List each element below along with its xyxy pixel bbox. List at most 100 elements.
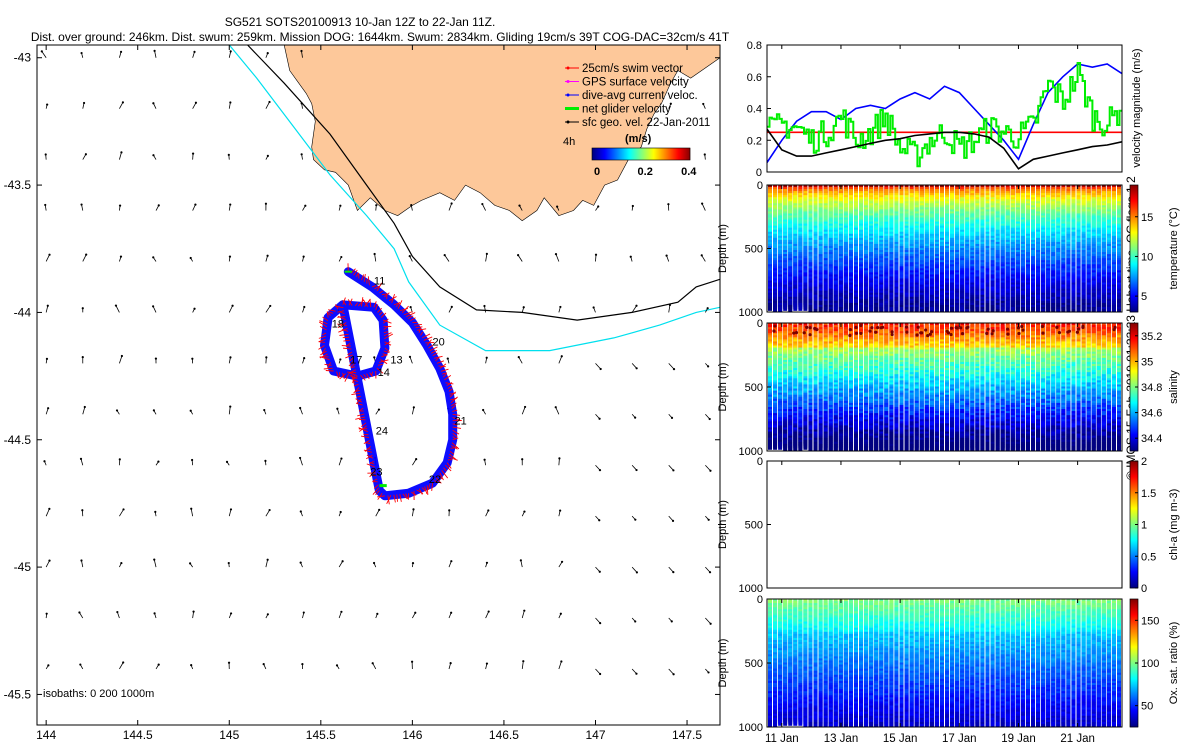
geo-velocity-arrow <box>82 254 87 262</box>
day-label: 23 <box>370 466 382 478</box>
swim-vector <box>363 449 372 453</box>
swim-vector <box>417 328 427 331</box>
swim-vector <box>327 362 331 368</box>
geo-velocity-arrowhead <box>414 611 417 614</box>
swim-vector <box>370 474 377 477</box>
geo-velocity-arrowhead <box>523 609 526 612</box>
geo-velocity-arrowhead <box>554 253 558 256</box>
geo-velocity-arrowhead <box>227 561 230 565</box>
swim-vector <box>391 293 396 303</box>
swim-vector <box>353 384 359 387</box>
geo-velocity-arrowhead <box>339 204 342 207</box>
geo-velocity-arrowhead <box>191 357 194 360</box>
profile-sample <box>828 308 833 312</box>
swim-vector <box>416 489 424 494</box>
map-colorbar-cell <box>673 148 675 160</box>
geo-velocity-arrowhead <box>450 305 453 308</box>
profile-sample <box>1091 306 1096 312</box>
map-x-tick-label: 147 <box>585 728 605 742</box>
map-colorbar-cell <box>655 148 657 160</box>
swim-vector <box>326 311 329 318</box>
geo-velocity-arrowhead <box>560 560 564 563</box>
geo-velocity-arrowhead <box>523 510 526 513</box>
swim-vector <box>365 442 371 444</box>
profile-sample <box>818 306 823 312</box>
geo-velocity-arrow <box>45 508 50 517</box>
swim-vector <box>380 359 388 365</box>
geo-velocity-arrow <box>701 255 706 262</box>
geo-velocity-arrowhead <box>336 407 339 410</box>
swim-vector <box>348 360 355 367</box>
geo-velocity-arrowhead <box>412 508 415 511</box>
map-colorbar-cell <box>663 148 665 160</box>
profile-sample <box>929 306 934 312</box>
map-colorbar-cell <box>668 148 670 160</box>
geo-velocity-arrow <box>152 306 157 313</box>
swim-vector <box>351 374 355 384</box>
geo-velocity-arrowhead <box>667 203 670 206</box>
swim-vector <box>381 293 388 296</box>
swim-vector <box>361 422 367 427</box>
geo-velocity-arrowhead <box>84 153 87 156</box>
map-colorbar-cell <box>641 148 643 160</box>
geo-velocity-arrow <box>299 457 303 466</box>
map-colorbar-cell <box>640 148 642 160</box>
geo-velocity-arrowhead <box>408 355 412 358</box>
map-colorbar-cell <box>600 148 602 160</box>
geo-velocity-arrowhead <box>340 457 343 460</box>
map-colorbar-cell <box>669 148 671 160</box>
swim-vector <box>435 356 440 362</box>
swim-vector <box>429 346 438 352</box>
swim-vector <box>452 426 462 429</box>
geo-velocity-arrowhead <box>153 558 156 561</box>
geo-velocity-arrowhead <box>373 252 376 256</box>
geo-velocity-arrowhead <box>669 102 672 105</box>
geo-velocity-arrow <box>45 254 50 262</box>
swim-vector <box>446 462 452 469</box>
swim-vector <box>365 454 373 460</box>
geo-velocity-arrowhead <box>152 256 155 259</box>
swim-vector <box>366 463 375 468</box>
geo-velocity-arrowhead <box>152 154 155 157</box>
profile-sample <box>950 308 955 312</box>
geo-velocity-arrow <box>119 152 122 160</box>
geo-velocity-arrowhead <box>340 255 343 259</box>
geo-velocity-arrow <box>41 51 47 58</box>
swim-vector <box>452 433 458 438</box>
swim-vector <box>451 445 458 450</box>
geo-velocity-arrow <box>409 356 413 364</box>
swim-vector <box>363 374 367 378</box>
geo-velocity-arrowhead <box>703 153 706 156</box>
geo-velocity-arrowhead <box>339 358 342 361</box>
map-colorbar-cell <box>595 148 597 160</box>
geo-velocity-arrow <box>265 509 270 517</box>
geo-velocity-arrowhead <box>79 457 83 460</box>
geo-velocity-arrowhead <box>517 254 520 257</box>
geo-velocity-arrow <box>119 102 124 109</box>
swim-vector <box>366 373 370 380</box>
profile-sample <box>773 304 778 312</box>
swim-vector <box>404 311 413 316</box>
swim-vector <box>379 290 384 294</box>
swim-vector <box>367 276 370 286</box>
geo-velocity-arrowhead <box>122 508 125 511</box>
map-colorbar-cell <box>614 148 616 160</box>
map-colorbar-cell <box>671 148 673 160</box>
map-colorbar-cell <box>653 148 655 160</box>
geo-velocity-arrow <box>520 560 523 568</box>
swim-vector <box>322 316 328 321</box>
geo-velocity-arrowhead <box>47 664 50 667</box>
geo-velocity-arrowhead <box>80 51 83 55</box>
legend-4h-label: 4h <box>563 136 575 148</box>
map-colorbar-cell <box>647 148 649 160</box>
swim-vector <box>328 311 334 314</box>
geo-velocity-arrowhead <box>670 416 674 419</box>
swim-vector <box>424 486 428 494</box>
swim-vector <box>451 404 457 409</box>
legend-entry: sfc geo. vel. 22-Jan-2011 <box>582 117 710 129</box>
profile-sample <box>1056 308 1061 312</box>
swim-vector <box>374 285 380 290</box>
geo-velocity-arrow <box>448 203 452 211</box>
swim-vector <box>452 413 461 416</box>
map-colorbar-cell <box>616 148 618 160</box>
